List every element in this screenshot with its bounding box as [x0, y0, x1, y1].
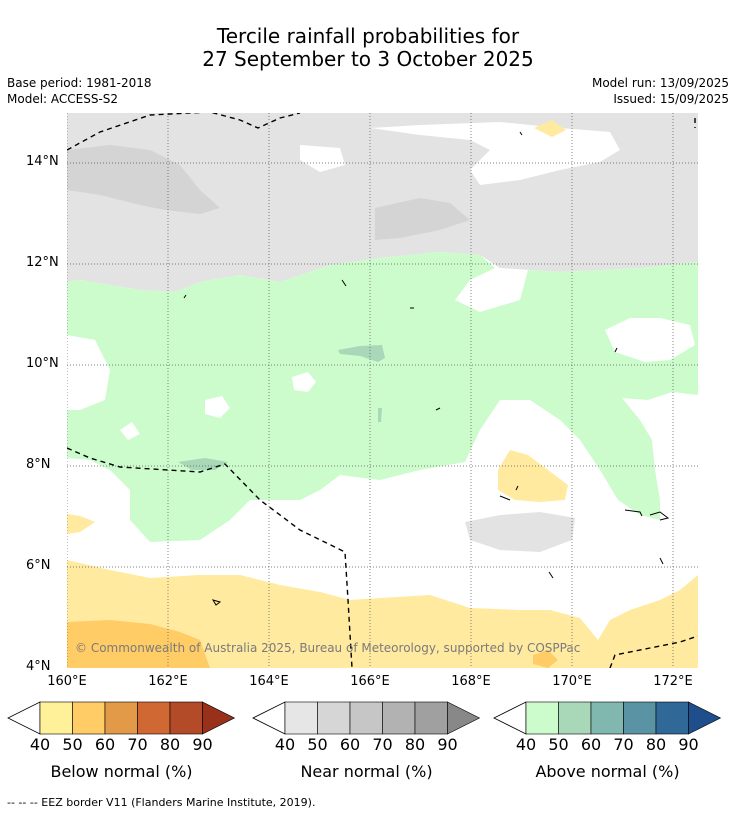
white-hole-2 [205, 396, 230, 418]
model-name: Model: ACCESS-S2 [7, 92, 119, 106]
white-gap-1 [370, 122, 620, 185]
above-normal-darker-2 [178, 458, 228, 470]
lon-tick-label: 172°E [653, 674, 693, 689]
colorbar-min-arrow [7, 701, 41, 735]
lat-tick-label: 12°N [26, 255, 59, 270]
below-normal-50 [67, 620, 210, 668]
lon-tick-label: 162°E [148, 674, 188, 689]
colorbar-swatch [655, 701, 689, 735]
near-normal-label: Near normal (%) [300, 762, 433, 781]
graticule [67, 113, 698, 668]
map-title-line1: Tercile rainfall probabilities for [216, 24, 520, 48]
colorbar-tick-label: 80 [645, 735, 667, 754]
colorbar-swatch [558, 701, 592, 735]
map-title-line2: 27 September to 3 October 2025 [202, 47, 534, 71]
colorbar-swatch [349, 701, 383, 735]
below-normal-label: Below normal (%) [50, 762, 193, 781]
lon-tick-label: 160°E [47, 674, 87, 689]
base-period: Base period: 1981-2018 [7, 76, 152, 90]
below-normal-west [67, 514, 95, 534]
colorbar-tick-label: 40 [29, 735, 51, 754]
colorbar-min-arrow [493, 701, 527, 735]
above-normal-darker-3 [378, 408, 382, 422]
probability-field [67, 113, 698, 668]
colorbar-swatch [39, 701, 73, 735]
white-hole-3 [292, 372, 316, 392]
island-outlines [183, 131, 670, 606]
colorbar-tick-label: 60 [339, 735, 361, 754]
white-gap-2 [300, 145, 345, 172]
colorbar-tick-label: 70 [127, 735, 148, 754]
colorbar-swatch [688, 701, 722, 735]
colorbar-tick-label: 50 [307, 735, 328, 754]
below-normal-east [498, 450, 568, 502]
model-run: Model run: 13/09/2025 [591, 76, 729, 90]
colorbar-min-arrow [252, 701, 286, 735]
colorbar-tick-label: 80 [404, 735, 426, 754]
issued-date: Issued: 15/09/2025 [613, 92, 729, 106]
meta-right: Model run: 13/09/2025 Issued: 15/09/2025 [592, 75, 729, 107]
above-normal-darker [338, 345, 385, 362]
white-hole-1 [605, 318, 695, 362]
lat-tick-label: 6°N [26, 558, 51, 573]
eez-footnote: -- -- -- EEZ border V11 (Flanders Marine… [7, 796, 316, 809]
colorbar-swatch [137, 701, 171, 735]
white-hole-4 [120, 422, 140, 440]
colorbar-swatch [623, 701, 657, 735]
colorbar-swatch [590, 701, 624, 735]
lat-tick-label: 10°N [26, 356, 59, 371]
colorbar-tick-label: 60 [580, 735, 602, 754]
colorbar-tick-label: 70 [613, 735, 634, 754]
lat-tick-label: 14°N [26, 154, 59, 169]
colorbar-tick-label: 40 [274, 735, 296, 754]
colorbar-swatch [284, 701, 318, 735]
colorbar-tick-label: 40 [515, 735, 537, 754]
colorbar-swatch [317, 701, 351, 735]
above-normal-region [67, 252, 698, 542]
colorbar-swatch [382, 701, 416, 735]
lon-tick-label: 166°E [350, 674, 390, 689]
colorbar-tick-label: 90 [678, 735, 699, 754]
near-normal-south [465, 512, 575, 552]
lon-tick-label: 168°E [451, 674, 491, 689]
colorbar-swatch [202, 701, 236, 735]
colorbar-tick-label: 80 [159, 735, 181, 754]
eez-border [67, 113, 698, 668]
colorbar-swatch [104, 701, 138, 735]
copyright-notice: © Commonwealth of Australia 2025, Bureau… [75, 641, 581, 655]
colorbars [7, 701, 722, 735]
below-normal-region [67, 560, 698, 668]
colorbar-tick-label: 50 [548, 735, 569, 754]
colorbar-swatch [414, 701, 448, 735]
colorbar-swatch [525, 701, 559, 735]
white-hole-west [67, 335, 110, 410]
near-normal-darker [67, 145, 220, 214]
meta-left: Base period: 1981-2018 Model: ACCESS-S2 [7, 75, 152, 107]
near-normal-darker-2 [375, 198, 470, 240]
colorbar-tick-label: 90 [437, 735, 458, 754]
lat-tick-label: 4°N [26, 659, 51, 674]
lon-tick-label: 170°E [552, 674, 592, 689]
colorbar-swatch [169, 701, 203, 735]
below-normal-top [534, 120, 566, 137]
colorbar-tick-label: 70 [372, 735, 393, 754]
colorbar-swatch [72, 701, 106, 735]
lon-tick-label: 164°E [249, 674, 289, 689]
colorbar-tick-label: 60 [94, 735, 116, 754]
colorbar-tick-label: 50 [62, 735, 83, 754]
lat-tick-label: 8°N [26, 457, 51, 472]
above-normal-label: Above normal (%) [535, 762, 680, 781]
colorbar-tick-label: 90 [192, 735, 213, 754]
colorbar-swatch [447, 701, 481, 735]
below-normal-50-east [533, 650, 558, 668]
